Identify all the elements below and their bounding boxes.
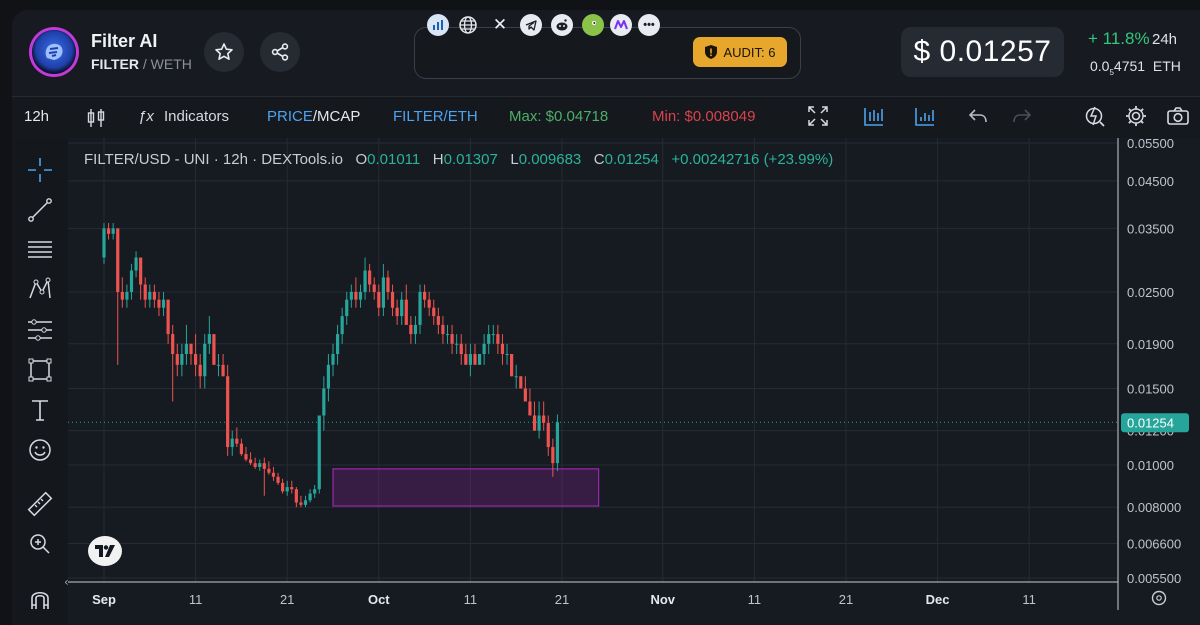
crosshair-icon[interactable] <box>26 156 54 184</box>
audit-label: AUDIT: 6 <box>723 44 776 60</box>
alert-icon[interactable] <box>1083 104 1107 128</box>
share-icon <box>271 43 289 61</box>
price-eth-digits: 4751 <box>1113 58 1146 74</box>
legend-symbol: FILTER/USD - UNI · 12h · DEXTools.io <box>84 151 343 168</box>
pair-toggle[interactable]: FILTER/ETH <box>393 108 478 125</box>
zoom-icon[interactable] <box>26 530 54 558</box>
drawing-toolbar <box>12 138 68 625</box>
audit-badge[interactable]: AUDIT: 6 <box>693 37 787 67</box>
tradingview-logo[interactable] <box>88 536 122 566</box>
dextools-icon[interactable] <box>427 14 449 36</box>
text-icon[interactable] <box>26 396 54 424</box>
cmc-icon[interactable] <box>610 14 632 36</box>
chart-panel[interactable] <box>68 138 1200 625</box>
globe-icon[interactable] <box>457 14 479 36</box>
emoji-icon[interactable] <box>26 436 54 464</box>
settings-icon[interactable] <box>1124 104 1148 128</box>
pair-separator: / <box>142 56 147 72</box>
token-name: Filter AI <box>91 31 158 51</box>
coingecko-icon[interactable] <box>582 14 604 36</box>
more-icon[interactable]: ••• <box>638 14 660 36</box>
pair-quote: WETH <box>150 56 192 72</box>
favorite-button[interactable] <box>204 32 244 72</box>
pair-base: FILTER <box>91 56 139 72</box>
interval-selector[interactable]: 12h <box>24 108 50 125</box>
legend-high-key: H <box>432 151 444 168</box>
chart-legend: FILTER/USD - UNI · 12h · DEXTools.io O0.… <box>84 151 833 168</box>
legend-close: 0.01254 <box>604 151 659 168</box>
chart-toolbar <box>12 96 1200 139</box>
price-eth-unit: ETH <box>1152 58 1181 74</box>
price-usd: $ 0.01257 <box>901 27 1064 77</box>
fib-icon[interactable] <box>26 316 54 344</box>
undo-icon[interactable] <box>966 104 990 128</box>
fullscreen-icon[interactable] <box>806 104 830 128</box>
camera-icon[interactable] <box>1166 104 1190 128</box>
star-icon <box>215 43 233 60</box>
min-price: Min: $0.008049 <box>652 108 756 125</box>
price-change-period: 24h <box>1152 31 1178 48</box>
legend-open-key: O <box>355 151 368 168</box>
price-eth: 0.054751 ETH <box>1090 58 1181 77</box>
share-button[interactable] <box>260 32 300 72</box>
fx-icon: ƒx <box>138 108 154 125</box>
magnet-icon[interactable] <box>26 585 54 613</box>
price-option[interactable]: PRICE <box>267 108 313 125</box>
pattern-icon[interactable] <box>26 276 54 304</box>
reddit-icon[interactable] <box>551 14 573 36</box>
brain-icon <box>45 43 63 60</box>
max-price: Max: $0.04718 <box>509 108 609 125</box>
legend-low-key: L <box>510 151 519 168</box>
rectangle-icon[interactable] <box>26 356 54 384</box>
bars-chart-icon[interactable] <box>862 104 886 128</box>
price-change-pct: + 11.8% <box>1088 29 1150 48</box>
volume-chart-icon[interactable] <box>913 104 937 128</box>
legend-change: +0.00242716 (+23.99%) <box>671 151 834 168</box>
telegram-icon[interactable] <box>520 14 542 36</box>
horizontal-lines-icon[interactable] <box>26 236 54 264</box>
price-eth-zeros: 5 <box>1109 67 1114 77</box>
indicators-button[interactable]: Indicators <box>164 108 230 125</box>
legend-high: 0.01307 <box>443 151 498 168</box>
shield-icon <box>705 45 718 59</box>
ruler-icon[interactable] <box>26 490 54 518</box>
token-pair: FILTER / WETH <box>91 56 192 72</box>
legend-low: 0.009683 <box>518 151 582 168</box>
trend-line-icon[interactable] <box>26 196 54 224</box>
x-icon[interactable]: ✕ <box>492 15 508 34</box>
tradingview-icon <box>95 545 115 557</box>
price-eth-prefix: 0.0 <box>1090 58 1110 74</box>
price-mcap-toggle[interactable]: PRICE/MCAP <box>267 108 360 125</box>
legend-close-key: C <box>593 151 605 168</box>
legend-open: 0.01011 <box>367 151 421 168</box>
redo-icon[interactable] <box>1010 104 1034 128</box>
token-logo <box>32 30 76 74</box>
mcap-option[interactable]: /MCAP <box>312 108 361 125</box>
candle-type-icon[interactable] <box>84 106 108 130</box>
